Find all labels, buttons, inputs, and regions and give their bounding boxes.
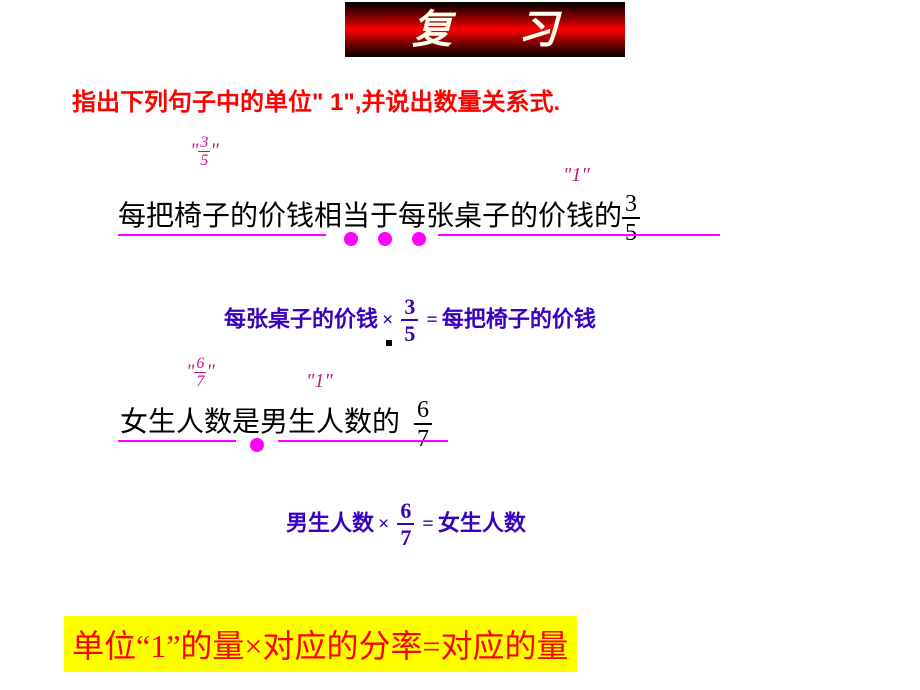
annot-frac-35: "35" bbox=[190, 135, 219, 169]
title-banner: 复 习 bbox=[345, 2, 625, 57]
problem1-equation: 每张桌子的价钱×35=每把椅子的价钱 bbox=[224, 296, 596, 345]
annot-unit1-p1: "1" bbox=[563, 164, 590, 187]
p2-under-a bbox=[118, 440, 236, 442]
instruction-text: 指出下列句子中的单位" 1",并说出数量关系式. bbox=[72, 82, 560, 117]
annot-unit1-p2: "1" bbox=[306, 370, 333, 393]
cursor-dot bbox=[386, 340, 392, 346]
p1-under-a bbox=[118, 234, 326, 236]
p2-dot1 bbox=[250, 438, 264, 452]
p1-dot1 bbox=[344, 232, 358, 246]
problem2-equation: 男生人数×67=女生人数 bbox=[286, 500, 526, 549]
problem2-text: 女生人数是男生人数的 67 bbox=[120, 398, 432, 451]
p1-dot3 bbox=[412, 232, 426, 246]
p2-under-b bbox=[278, 440, 448, 442]
p1-under-b bbox=[438, 234, 720, 236]
annot-frac-67: "67" bbox=[186, 356, 215, 390]
conclusion-text: 单位“1”的量×对应的分率=对应的量 bbox=[64, 616, 577, 672]
p1-dot2 bbox=[378, 232, 392, 246]
